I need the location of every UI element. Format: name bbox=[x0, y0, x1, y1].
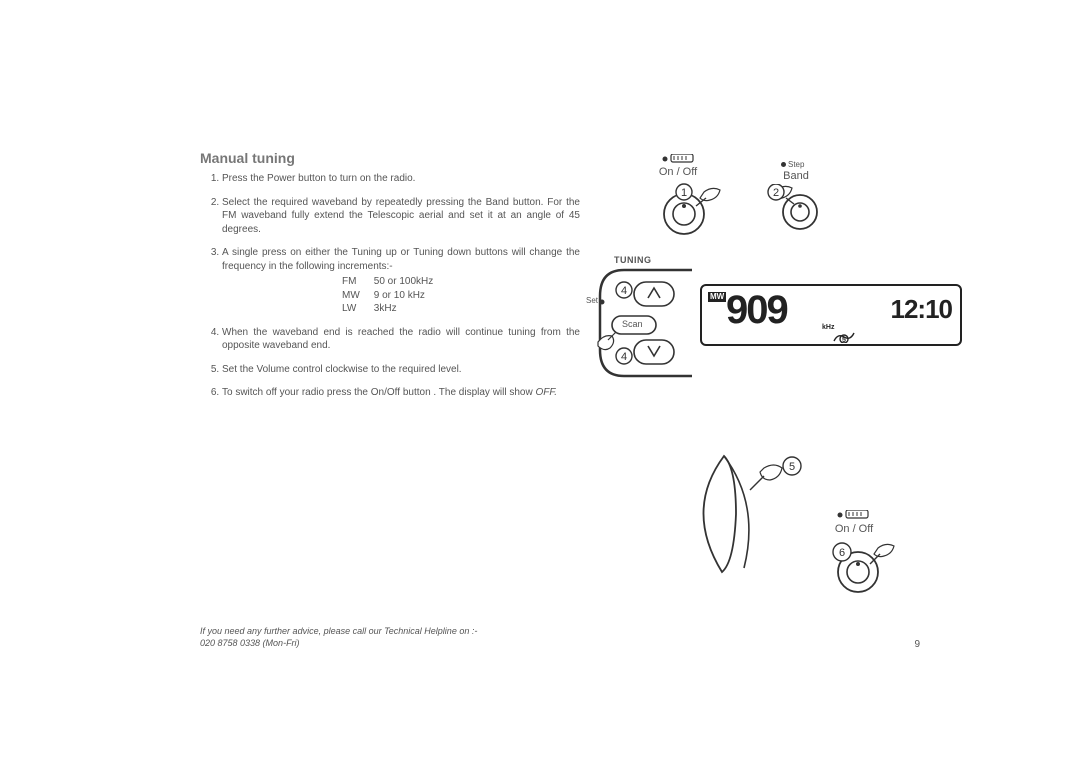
left-column: Press the Power button to turn on the ra… bbox=[200, 172, 580, 400]
step-label: Step bbox=[781, 160, 804, 169]
set-label: Set bbox=[586, 296, 598, 305]
onoff-label-bottom: On / Off bbox=[824, 523, 884, 535]
sleep-icon bbox=[661, 154, 695, 164]
lcd-clock: 12:10 bbox=[891, 294, 953, 325]
page-number: 9 bbox=[914, 639, 920, 650]
scan-label: Scan bbox=[622, 319, 643, 329]
band-knob: 2 bbox=[764, 184, 834, 245]
table-row: MW9 or 10 kHz bbox=[342, 289, 447, 303]
svg-text:5: 5 bbox=[842, 337, 846, 343]
lcd-band: MW bbox=[708, 292, 726, 302]
table-row: FM50 or 100kHz bbox=[342, 275, 447, 289]
onoff-label-top: On / Off bbox=[648, 166, 708, 178]
band-label: Band bbox=[766, 170, 826, 182]
tuning-panel: 4 4 Set Scan bbox=[594, 268, 694, 383]
onoff-knob-bottom: 6 bbox=[822, 538, 902, 607]
svg-text:4: 4 bbox=[621, 351, 627, 363]
page-sheet: Manual tuning Press the Power button to … bbox=[0, 0, 1080, 763]
footer-line2: 020 8758 0338 (Mon-Fri) bbox=[200, 638, 300, 648]
step-4: When the waveband end is reached the rad… bbox=[222, 326, 580, 353]
step-6-text: To switch off your radio press the On/Of… bbox=[222, 387, 533, 398]
lcd-display: MW 909 kHz 12:10 5 bbox=[700, 284, 962, 346]
sleep-icon-bottom bbox=[836, 510, 870, 520]
diagram-area: On / Off 1 Step Band bbox=[614, 150, 974, 630]
svg-text:5: 5 bbox=[789, 461, 795, 473]
page-content: Manual tuning Press the Power button to … bbox=[200, 150, 920, 650]
step-1: Press the Power button to turn on the ra… bbox=[222, 172, 580, 186]
step-3-text: A single press on either the Tuning up o… bbox=[222, 247, 580, 272]
step-2: Select the required waveband by repeated… bbox=[222, 196, 580, 237]
tuning-label: TUNING bbox=[614, 255, 652, 265]
svg-text:6: 6 bbox=[839, 547, 845, 559]
frequency-table: FM50 or 100kHz MW9 or 10 kHz LW3kHz bbox=[342, 275, 447, 316]
step-6: To switch off your radio press the On/Of… bbox=[222, 386, 580, 400]
lcd-signal-icon: 5 bbox=[832, 330, 856, 348]
volume-diagram: 5 bbox=[664, 450, 814, 585]
lcd-frequency: 909 bbox=[726, 288, 787, 333]
callout-2: 2 bbox=[773, 187, 779, 199]
callout-1: 1 bbox=[681, 187, 687, 199]
footer-line1: If you need any further advice, please c… bbox=[200, 626, 477, 636]
step-3: A single press on either the Tuning up o… bbox=[222, 246, 580, 316]
table-row: LW3kHz bbox=[342, 302, 447, 316]
step-5: Set the Volume control clockwise to the … bbox=[222, 363, 580, 377]
onoff-knob-top: 1 bbox=[654, 182, 724, 247]
step-6-off: OFF. bbox=[536, 387, 557, 398]
instruction-list: Press the Power button to turn on the ra… bbox=[200, 172, 580, 400]
svg-text:4: 4 bbox=[621, 285, 627, 297]
footer-help: If you need any further advice, please c… bbox=[200, 625, 477, 650]
